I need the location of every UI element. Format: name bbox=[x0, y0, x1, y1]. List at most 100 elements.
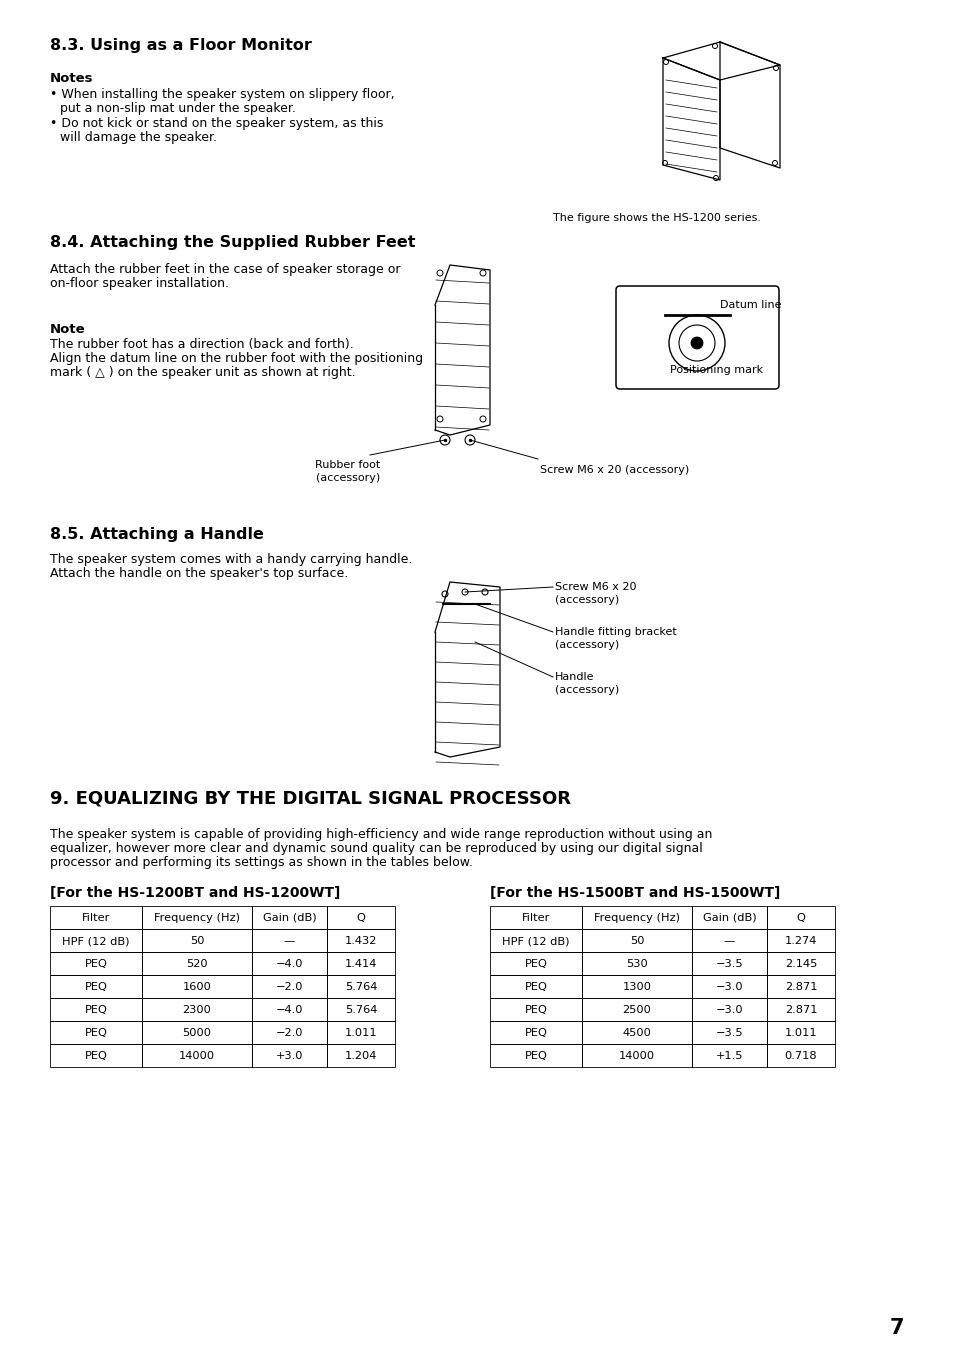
Text: processor and performing its settings as shown in the tables below.: processor and performing its settings as… bbox=[50, 857, 473, 869]
Text: PEQ: PEQ bbox=[85, 1028, 108, 1038]
Bar bbox=[766, 1021, 834, 1044]
Text: 0.718: 0.718 bbox=[784, 1051, 817, 1061]
Text: 14000: 14000 bbox=[618, 1051, 655, 1061]
Text: put a non-slip mat under the speaker.: put a non-slip mat under the speaker. bbox=[60, 101, 295, 115]
Text: 8.3. Using as a Floor Monitor: 8.3. Using as a Floor Monitor bbox=[50, 38, 312, 53]
Text: (accessory): (accessory) bbox=[315, 473, 379, 484]
Text: HPF (12 dB): HPF (12 dB) bbox=[501, 936, 569, 946]
Text: 1.274: 1.274 bbox=[784, 936, 817, 946]
Text: 1600: 1600 bbox=[182, 982, 212, 992]
Bar bbox=[142, 975, 252, 998]
Text: 9. EQUALIZING BY THE DIGITAL SIGNAL PROCESSOR: 9. EQUALIZING BY THE DIGITAL SIGNAL PROC… bbox=[50, 790, 571, 808]
Bar bbox=[581, 998, 691, 1021]
Text: +3.0: +3.0 bbox=[275, 1051, 303, 1061]
Text: —: — bbox=[723, 936, 735, 946]
Bar bbox=[252, 1021, 327, 1044]
Bar bbox=[50, 952, 142, 975]
Text: Handle: Handle bbox=[555, 671, 594, 682]
Text: −3.5: −3.5 bbox=[715, 1028, 742, 1038]
Text: 2.871: 2.871 bbox=[784, 1005, 817, 1015]
Text: 5.764: 5.764 bbox=[344, 982, 376, 992]
Bar bbox=[581, 929, 691, 952]
Text: Attach the handle on the speaker's top surface.: Attach the handle on the speaker's top s… bbox=[50, 567, 348, 580]
Text: 1.011: 1.011 bbox=[784, 1028, 817, 1038]
Text: PEQ: PEQ bbox=[524, 982, 547, 992]
Text: • When installing the speaker system on slippery floor,: • When installing the speaker system on … bbox=[50, 88, 395, 101]
Bar bbox=[50, 1021, 142, 1044]
Bar bbox=[490, 998, 581, 1021]
Text: Q: Q bbox=[356, 913, 365, 923]
Text: Screw M6 x 20 (accessory): Screw M6 x 20 (accessory) bbox=[539, 465, 688, 476]
Text: on-floor speaker installation.: on-floor speaker installation. bbox=[50, 277, 229, 290]
Bar bbox=[766, 1044, 834, 1067]
Bar bbox=[142, 998, 252, 1021]
Bar bbox=[50, 1044, 142, 1067]
Bar bbox=[142, 1021, 252, 1044]
Bar bbox=[691, 975, 766, 998]
Text: The speaker system comes with a handy carrying handle.: The speaker system comes with a handy ca… bbox=[50, 553, 412, 566]
Text: Handle fitting bracket: Handle fitting bracket bbox=[555, 627, 676, 638]
Bar bbox=[327, 1021, 395, 1044]
Text: 50: 50 bbox=[629, 936, 643, 946]
Text: 1.432: 1.432 bbox=[344, 936, 376, 946]
Bar bbox=[766, 952, 834, 975]
Bar bbox=[490, 975, 581, 998]
Bar bbox=[50, 998, 142, 1021]
Text: mark ( △ ) on the speaker unit as shown at right.: mark ( △ ) on the speaker unit as shown … bbox=[50, 366, 355, 380]
Bar bbox=[691, 952, 766, 975]
Text: 2300: 2300 bbox=[182, 1005, 212, 1015]
Text: 520: 520 bbox=[186, 959, 208, 969]
Bar bbox=[490, 907, 581, 929]
Bar bbox=[766, 907, 834, 929]
Text: 8.4. Attaching the Supplied Rubber Feet: 8.4. Attaching the Supplied Rubber Feet bbox=[50, 235, 416, 250]
Bar bbox=[691, 907, 766, 929]
Bar bbox=[142, 1044, 252, 1067]
Text: Note: Note bbox=[50, 323, 86, 336]
Text: 5000: 5000 bbox=[182, 1028, 212, 1038]
Text: 530: 530 bbox=[625, 959, 647, 969]
Text: 1.011: 1.011 bbox=[344, 1028, 377, 1038]
Bar bbox=[327, 975, 395, 998]
Text: Datum line: Datum line bbox=[720, 300, 781, 309]
Text: 7: 7 bbox=[888, 1319, 903, 1337]
Bar bbox=[327, 907, 395, 929]
Bar bbox=[691, 1044, 766, 1067]
Text: The rubber foot has a direction (back and forth).: The rubber foot has a direction (back an… bbox=[50, 338, 354, 351]
Text: The figure shows the HS-1200 series.: The figure shows the HS-1200 series. bbox=[553, 213, 760, 223]
Bar bbox=[142, 929, 252, 952]
Text: 2.145: 2.145 bbox=[784, 959, 817, 969]
Text: −4.0: −4.0 bbox=[275, 1005, 303, 1015]
Bar bbox=[327, 1044, 395, 1067]
Bar bbox=[142, 907, 252, 929]
Text: PEQ: PEQ bbox=[85, 1051, 108, 1061]
Text: Rubber foot: Rubber foot bbox=[315, 459, 380, 470]
Bar bbox=[252, 907, 327, 929]
Text: Filter: Filter bbox=[521, 913, 550, 923]
Text: PEQ: PEQ bbox=[524, 1051, 547, 1061]
Bar bbox=[581, 1021, 691, 1044]
Bar bbox=[691, 1021, 766, 1044]
Text: Gain (dB): Gain (dB) bbox=[702, 913, 756, 923]
Bar bbox=[581, 952, 691, 975]
Text: PEQ: PEQ bbox=[85, 1005, 108, 1015]
Text: (accessory): (accessory) bbox=[555, 685, 618, 694]
Bar bbox=[252, 975, 327, 998]
Text: PEQ: PEQ bbox=[85, 959, 108, 969]
Bar bbox=[691, 929, 766, 952]
Text: 8.5. Attaching a Handle: 8.5. Attaching a Handle bbox=[50, 527, 264, 542]
Bar bbox=[490, 1021, 581, 1044]
Bar bbox=[490, 952, 581, 975]
Bar bbox=[490, 929, 581, 952]
Text: will damage the speaker.: will damage the speaker. bbox=[60, 131, 216, 145]
Text: +1.5: +1.5 bbox=[715, 1051, 742, 1061]
Text: (accessory): (accessory) bbox=[555, 594, 618, 605]
Text: Frequency (Hz): Frequency (Hz) bbox=[594, 913, 679, 923]
Bar bbox=[766, 975, 834, 998]
Text: PEQ: PEQ bbox=[524, 959, 547, 969]
Text: • Do not kick or stand on the speaker system, as this: • Do not kick or stand on the speaker sy… bbox=[50, 118, 383, 130]
Bar bbox=[252, 1044, 327, 1067]
Bar bbox=[766, 998, 834, 1021]
Text: 1.414: 1.414 bbox=[344, 959, 376, 969]
Text: 14000: 14000 bbox=[179, 1051, 214, 1061]
Text: Filter: Filter bbox=[82, 913, 111, 923]
